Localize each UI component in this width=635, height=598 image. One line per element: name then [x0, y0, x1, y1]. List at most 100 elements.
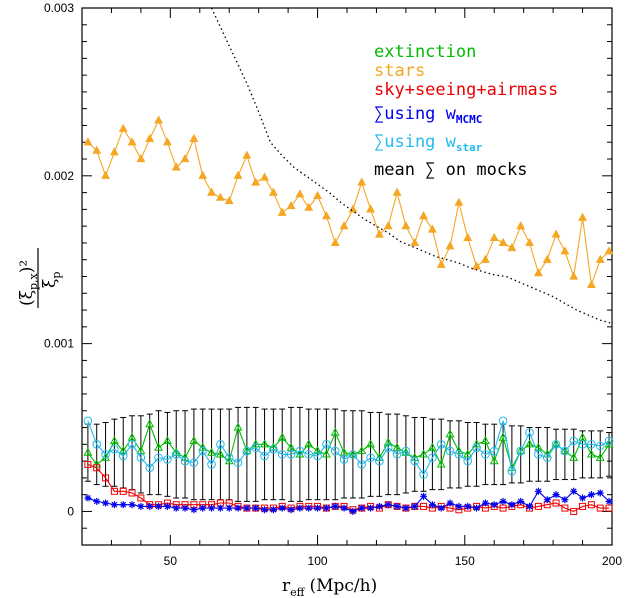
legend-sum-mcmc: ∑using wMCMC — [374, 104, 482, 126]
data-point--using-w-mcmc — [367, 504, 375, 512]
data-point--using-w-mcmc — [579, 494, 587, 502]
data-point--using-w-star — [419, 470, 428, 479]
data-point-stars — [162, 137, 172, 146]
legend-sum-mcmc-label: ∑using w — [374, 104, 457, 124]
data-point-extinction — [383, 437, 393, 446]
data-point--using-w-mcmc — [119, 501, 127, 509]
data-point-extinction — [92, 459, 102, 468]
data-point--using-w-mcmc — [155, 502, 163, 510]
y-tick-label: 0.003 — [44, 1, 74, 15]
data-point-stars — [419, 211, 428, 220]
data-point-stars — [445, 241, 455, 250]
data-point-stars — [480, 254, 490, 263]
y-label-den-sub: p — [50, 272, 63, 279]
data-point-extinction — [348, 449, 358, 458]
data-point-stars — [595, 254, 605, 263]
data-point-stars — [136, 153, 146, 163]
data-point--using-w-mcmc — [269, 506, 277, 514]
data-point-sky-seeing-airmass — [499, 504, 507, 512]
data-point--using-w-star — [180, 456, 190, 466]
data-point--using-w-mcmc — [587, 491, 595, 499]
data-point--using-w-star — [587, 440, 596, 449]
data-point-extinction — [595, 452, 605, 461]
data-point-stars — [109, 147, 119, 156]
data-point--using-w-star — [216, 440, 225, 449]
data-point--using-w-mcmc — [596, 489, 604, 497]
data-point--using-w-mcmc — [375, 502, 383, 510]
data-point-stars — [374, 229, 384, 238]
data-point-extinction — [268, 442, 278, 451]
data-point-stars — [189, 133, 199, 142]
data-point--using-w-mcmc — [128, 501, 136, 509]
y-tick-label: 0.002 — [44, 169, 74, 183]
y-label-num-sub: p,x — [27, 272, 40, 290]
data-point-stars — [436, 259, 446, 268]
data-point-extinction — [224, 456, 234, 465]
data-point-stars — [348, 204, 358, 213]
data-point-sky-seeing-airmass — [561, 504, 569, 512]
data-point-extinction — [445, 429, 455, 438]
data-point--using-w-star — [392, 450, 402, 459]
legend-mean-mocks: mean ∑ on mocks — [374, 160, 528, 180]
data-point--using-w-mcmc — [508, 501, 516, 509]
data-point-extinction — [551, 439, 561, 448]
data-point-extinction — [516, 445, 526, 455]
data-point--using-w-star — [163, 455, 172, 464]
data-point-stars — [330, 237, 340, 247]
data-point--using-w-mcmc — [393, 502, 401, 510]
data-point-stars — [304, 202, 314, 211]
data-point-stars — [472, 261, 481, 270]
data-point-extinction — [419, 449, 428, 458]
data-point-sky-seeing-airmass — [596, 504, 604, 512]
data-point--using-w-star — [110, 445, 119, 454]
data-point--using-w-star — [295, 446, 305, 456]
data-point--using-w-mcmc — [384, 501, 392, 509]
data-point--using-w-mcmc — [446, 499, 454, 507]
data-point--using-w-mcmc — [437, 504, 445, 512]
series-layer — [83, 7, 614, 515]
data-point--using-w-mcmc — [225, 504, 233, 512]
data-point-extinction — [101, 452, 110, 461]
data-point--using-w-star — [233, 458, 243, 468]
data-point-extinction — [560, 445, 570, 455]
data-point--using-w-mcmc — [331, 502, 339, 510]
data-point-sky-seeing-airmass — [128, 489, 136, 497]
data-point--using-w-mcmc — [296, 504, 304, 512]
svg-text:ξp: ξp — [40, 272, 63, 288]
data-point--using-w-mcmc — [314, 504, 322, 512]
data-point--using-w-mcmc — [570, 487, 578, 495]
legend-extinction: extinction — [374, 42, 476, 62]
legend-sky-seeing-airmass: sky+seeing+airmass — [374, 80, 558, 100]
data-point-stars — [118, 123, 128, 132]
data-point-sky-seeing-airmass — [579, 502, 587, 510]
data-point--using-w-star — [366, 453, 375, 463]
data-point-extinction — [154, 442, 163, 451]
data-point--using-w-star — [277, 450, 287, 459]
data-point--using-w-star — [145, 463, 155, 473]
data-point-extinction — [295, 449, 305, 458]
data-point--using-w-star — [83, 416, 93, 426]
data-point--using-w-mcmc — [305, 504, 313, 512]
data-point-stars — [525, 237, 534, 247]
data-point--using-w-mcmc — [464, 502, 472, 510]
data-point--using-w-star — [516, 446, 526, 456]
data-point-stars — [604, 246, 614, 255]
data-point--using-w-star — [322, 440, 331, 449]
data-point-extinction — [525, 439, 534, 448]
data-point-stars — [427, 224, 437, 233]
data-point--using-w-mcmc — [490, 501, 498, 509]
data-point--using-w-mcmc — [455, 502, 463, 510]
data-point--using-w-mcmc — [93, 497, 101, 505]
data-point-stars — [366, 204, 375, 213]
data-point--using-w-star — [454, 450, 464, 459]
data-point-stars — [516, 221, 526, 230]
y-axis-label: (ξp,x)² ξp — [17, 248, 63, 308]
data-point--using-w-mcmc — [428, 501, 436, 509]
data-point-extinction — [233, 422, 243, 431]
error-bars — [84, 406, 613, 502]
data-point--using-w-mcmc — [349, 507, 357, 515]
data-point--using-w-mcmc — [543, 496, 551, 504]
data-point--using-w-star — [436, 440, 446, 449]
data-point--using-w-star — [463, 456, 473, 466]
